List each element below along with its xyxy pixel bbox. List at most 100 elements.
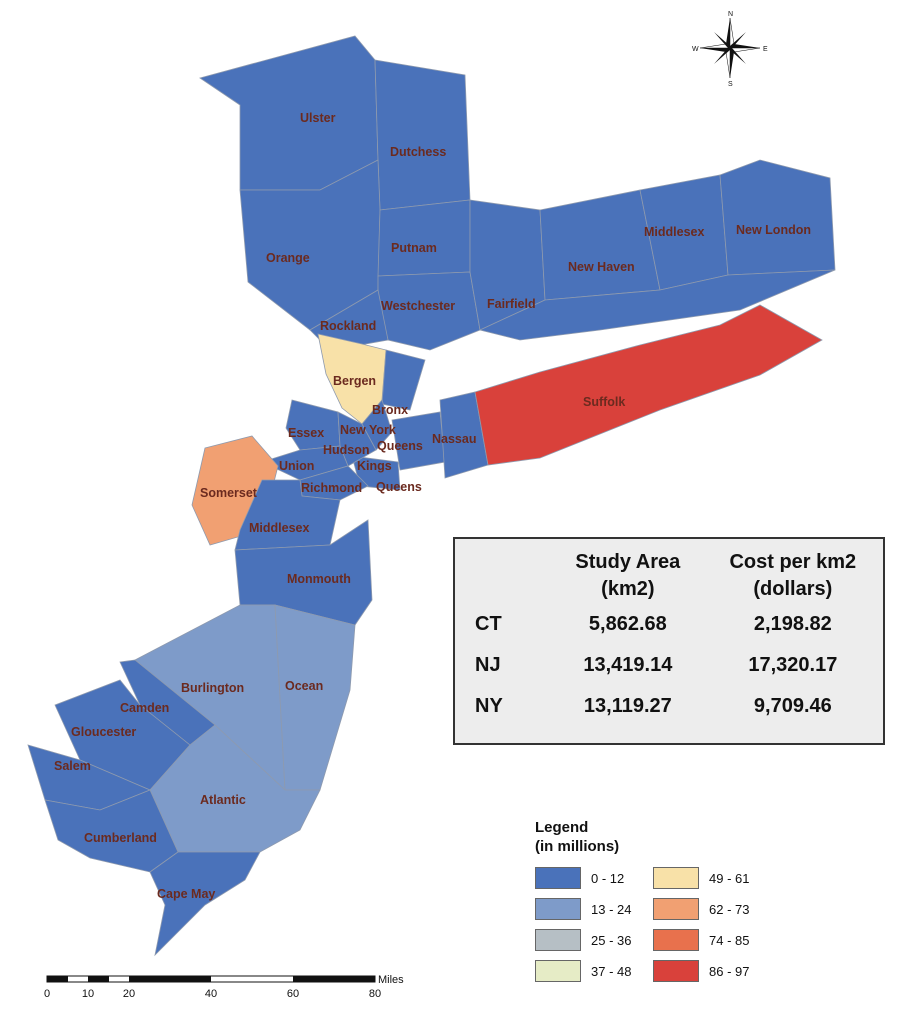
legend-label: 49 - 61 [709,870,750,886]
legend-label: 62 - 73 [709,901,750,917]
county-label: Bergen [333,374,376,388]
county-cape-may[interactable] [149,851,261,957]
region-ny-ct [199,35,836,351]
county-label: Bronx [372,403,408,417]
county-union[interactable] [260,445,349,481]
area-cell: 13,419.14 [583,654,673,676]
county-label: Burlington [181,681,244,695]
state-cell: NJ [475,654,501,676]
county-middlesex-nj[interactable] [234,479,341,551]
legend-label: 13 - 24 [591,901,632,917]
county-label: Kings [357,459,392,473]
county-label: Queens [377,439,423,453]
county-bronx[interactable] [381,349,426,411]
north-arrow-icon: N S E W [692,11,768,88]
county-label: Atlantic [200,793,246,807]
region-ct-coast [478,269,836,341]
legend-swatch [535,898,581,920]
legend-swatch [535,867,581,889]
county-dutchess[interactable] [374,59,471,211]
area-cell: 5,862.68 [588,613,667,635]
table-row: NY 13,119.27 9,709.46 [455,686,883,727]
county-label: New York [340,423,396,437]
county-ulster[interactable] [199,35,379,191]
table-row: NJ 13,419.14 17,320.17 [455,645,883,686]
legend-label: 86 - 97 [709,963,750,979]
compass-letter-s: S [728,81,733,88]
county-new-haven[interactable] [539,189,661,301]
scale-tick: 40 [204,988,218,1000]
legend-item: 62 - 73 [653,897,771,921]
legend-swatch [535,929,581,951]
legend-swatch [653,867,699,889]
county-label: Cumberland [84,831,157,845]
county-rockland[interactable] [309,289,389,346]
county-label: Dutchess [390,145,446,159]
county-label: Ocean [285,679,323,693]
county-label: Cape May [157,887,215,901]
legend-item: 0 - 12 [535,866,653,890]
county-label: Nassau [432,432,476,446]
header-line: (km2) [601,578,655,600]
county-ocean[interactable] [274,604,356,791]
legend-label: 0 - 12 [591,870,625,886]
legend-item: 37 - 48 [535,959,653,983]
county-label: Rockland [320,319,376,333]
cost-cell: 2,198.82 [753,613,832,635]
scale-tick: 60 [286,988,300,1000]
header-line: (dollars) [753,578,833,600]
legend-title-line: Legend [535,819,589,836]
county-label: Union [279,459,314,473]
county-label: Camden [120,701,169,715]
scale-bar-graphic [46,975,376,983]
county-label: Monmouth [287,572,351,586]
county-label: Gloucester [71,725,136,739]
legend: Legend (in millions) 0 - 12 49 - 61 13 - 2… [535,818,815,983]
county-suffolk[interactable] [474,304,823,466]
county-labels: Ulster Dutchess Orange Putnam Westcheste… [54,111,811,901]
compass-letter-w: W [692,46,699,53]
legend-swatch [535,960,581,982]
legend-title-line: (in millions) [535,838,620,855]
county-label: Salem [54,759,91,773]
cost-cell: 9,709.46 [753,695,832,717]
county-label: Suffolk [583,395,625,409]
county-putnam[interactable] [377,199,471,277]
county-hudson[interactable] [337,411,377,467]
legend-grid: 0 - 12 49 - 61 13 - 24 62 - 73 25 - 36 74 - 8… [535,866,815,983]
legend-swatch [653,929,699,951]
cost-cell: 17,320.17 [748,654,838,676]
legend-item: 49 - 61 [653,866,771,890]
scale-bar: Miles 0 10 20 40 60 80 [40,970,440,1010]
legend-swatch [653,898,699,920]
header-line: Study Area [575,551,681,573]
scale-tick: 80 [368,988,382,1000]
county-label: New Haven [568,260,635,274]
legend-item: 25 - 36 [535,928,653,952]
county-label: Essex [288,426,324,440]
stats-header-blank [455,539,553,604]
county-label: New London [736,223,811,237]
state-cell: CT [475,613,502,635]
county-label: Somerset [200,486,258,500]
stats-header-area: Study Area (km2) [553,539,703,604]
county-label: Middlesex [644,225,704,239]
scale-unit: Miles [378,974,404,986]
compass-letter-e: E [763,46,768,53]
legend-title: Legend (in millions) [535,818,815,856]
scale-tick: 20 [122,988,136,1000]
county-label: Queens [376,480,422,494]
county-new-london[interactable] [719,159,836,276]
county-label: Putnam [391,241,437,255]
table-row: CT 5,862.68 2,198.82 [455,604,883,645]
legend-label: 25 - 36 [591,932,632,948]
county-label: Westchester [381,299,455,313]
legend-label: 37 - 48 [591,963,632,979]
compass-letter-n: N [728,11,733,18]
county-label: Middlesex [249,521,309,535]
area-cell: 13,119.27 [583,695,672,717]
legend-label: 74 - 85 [709,932,750,948]
legend-item: 74 - 85 [653,928,771,952]
scale-tick: 0 [43,988,51,1000]
